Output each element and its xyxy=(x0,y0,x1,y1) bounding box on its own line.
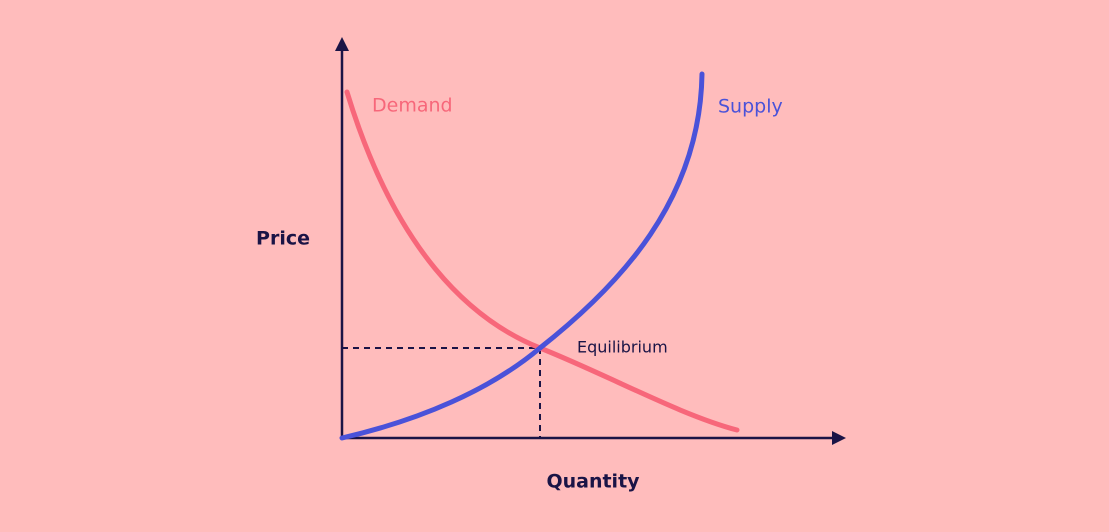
demand-label: Demand xyxy=(372,95,453,117)
supply-curve xyxy=(339,71,705,441)
equilibrium-label: Equilibrium xyxy=(577,338,668,357)
supply-label: Supply xyxy=(718,96,783,118)
x-axis-label: Quantity xyxy=(546,471,640,493)
y-axis-label: Price xyxy=(256,228,310,250)
demand-curve xyxy=(344,89,740,433)
x-axis-arrow xyxy=(832,431,846,445)
y-axis-arrow xyxy=(335,37,349,51)
